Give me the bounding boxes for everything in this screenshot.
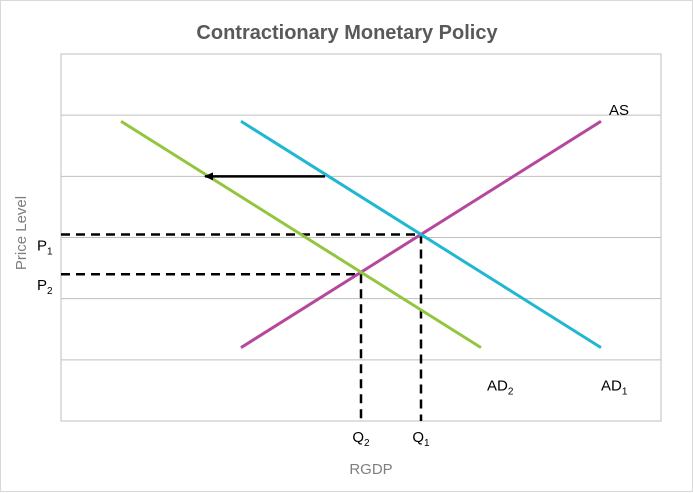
price-label-1-subscript: 1 [47,246,53,257]
curve-label-as-base: AS [609,102,629,119]
equilibrium-guides [61,233,423,421]
curve-label-as: AS [609,102,629,119]
quantity-label-2: Q2 [352,429,370,449]
x-axis-label: RGDP [349,461,392,478]
curve-label-ad1-subscript: 1 [622,386,628,397]
quantity-label-2-subscript: 2 [364,438,370,449]
curve-label-ad1: AD1 [601,377,628,397]
curve-label-ad2-base: AD [487,377,508,394]
curve-ad1 [240,120,602,349]
quantity-label-1-subscript: 1 [424,438,430,449]
curve-label-ad2-subscript: 2 [508,386,514,397]
grid [60,53,662,422]
quantity-label-1: Q1 [412,429,430,449]
curve-ad2 [120,120,482,349]
curve-label-ad2: AD2 [487,377,514,397]
curve-label-ad1-base: AD [601,377,622,394]
price-label-2-base: P [37,277,47,294]
price-label-2-subscript: 2 [47,286,53,297]
curves [120,120,602,349]
chart-title: Contractionary Monetary Policy [196,22,498,44]
price-label-2: P2 [37,277,53,297]
quantity-label-1-base: Q [412,429,424,446]
price-label-1: P1 [37,237,53,257]
quantity-label-2-base: Q [352,429,364,446]
price-label-1-base: P [37,237,47,254]
y-axis-label: Price Level [13,196,30,270]
